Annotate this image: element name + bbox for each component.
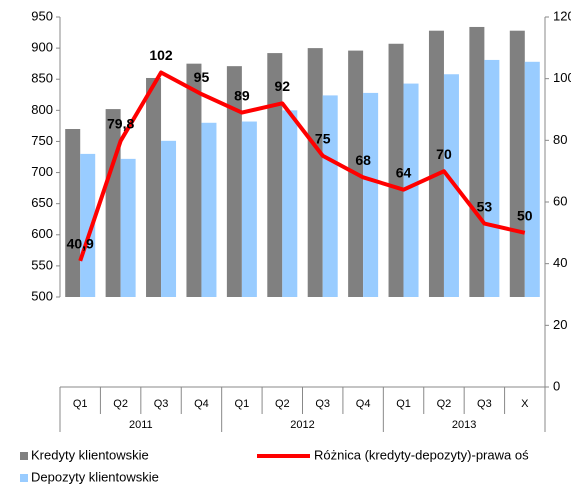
y-tick-label: 850	[31, 71, 53, 86]
legend-label: Różnica (kredyty-depozyty)-prawa oś	[314, 447, 529, 462]
x-tick-label: Q2	[437, 398, 452, 410]
x-tick-label: Q3	[315, 398, 330, 410]
bar	[363, 92, 379, 298]
y-tick-label: 900	[31, 40, 53, 55]
bar	[105, 109, 121, 297]
y-tick-label: 750	[31, 133, 53, 148]
x-tick-label: Q1	[73, 398, 88, 410]
group-label: 2011	[129, 419, 153, 431]
x-tick-label: Q2	[275, 398, 290, 410]
bar	[469, 26, 485, 297]
bar	[80, 153, 96, 297]
line	[78, 70, 526, 262]
y2-tick-label: 100	[553, 70, 571, 85]
x-tick-label: Q3	[477, 398, 492, 410]
y2-tick-label: 120	[553, 8, 571, 23]
bar	[509, 30, 525, 297]
x-tick-label: X	[521, 398, 529, 410]
y2-tick-label: 0	[553, 378, 560, 393]
x-tick-label: Q1	[396, 398, 411, 410]
data-label: 40,9	[67, 236, 94, 252]
bar	[161, 140, 177, 297]
y2-tick-label: 40	[553, 255, 567, 270]
group-label: 2012	[290, 419, 314, 431]
bar	[388, 43, 404, 297]
y-tick-label: 550	[31, 257, 53, 272]
bar	[282, 110, 298, 297]
data-label: 75	[315, 130, 331, 146]
data-label: 50	[517, 208, 533, 224]
x-tick-label: Q1	[235, 398, 250, 410]
y-tick-label: 650	[31, 195, 53, 210]
bar	[428, 30, 444, 297]
bar	[186, 63, 202, 297]
group-label: 2013	[452, 419, 476, 431]
x-tick-label: Q3	[154, 398, 169, 410]
data-label: 68	[355, 152, 371, 168]
x-tick-label: Q4	[194, 398, 209, 410]
data-label: 64	[396, 164, 412, 180]
data-label: 79,8	[107, 116, 134, 132]
bar	[267, 53, 283, 297]
bar	[201, 122, 217, 298]
bar	[146, 77, 162, 297]
legend-label: Kredyty klientowskie	[31, 447, 149, 462]
bar	[226, 66, 242, 298]
x-tick-label: Q2	[113, 398, 128, 410]
bar	[524, 61, 540, 297]
y-tick-label: 800	[31, 102, 53, 117]
bar	[65, 129, 81, 297]
bar	[403, 83, 419, 297]
data-label: 70	[436, 146, 452, 162]
y-tick-label: 950	[31, 8, 53, 23]
x-tick-label: Q4	[356, 398, 371, 410]
bar	[307, 48, 323, 297]
bar	[120, 158, 136, 297]
data-label: 92	[275, 78, 291, 94]
y2-tick-label: 60	[553, 193, 567, 208]
bar	[241, 121, 257, 298]
data-label: 102	[149, 47, 173, 63]
data-label: 53	[477, 198, 493, 214]
y-tick-label: 700	[31, 164, 53, 179]
y-tick-label: 600	[31, 226, 53, 241]
y2-tick-label: 80	[553, 132, 567, 147]
data-label: 89	[234, 87, 250, 103]
legend-swatch	[20, 452, 28, 460]
y2-tick-label: 20	[553, 317, 567, 332]
bar	[443, 74, 459, 297]
legend-swatch	[20, 474, 28, 482]
bar	[484, 59, 500, 297]
y-tick-label: 500	[31, 288, 53, 303]
legend-label: Depozyty klientowskie	[31, 469, 159, 484]
bar	[322, 95, 338, 298]
data-label: 95	[194, 69, 210, 85]
